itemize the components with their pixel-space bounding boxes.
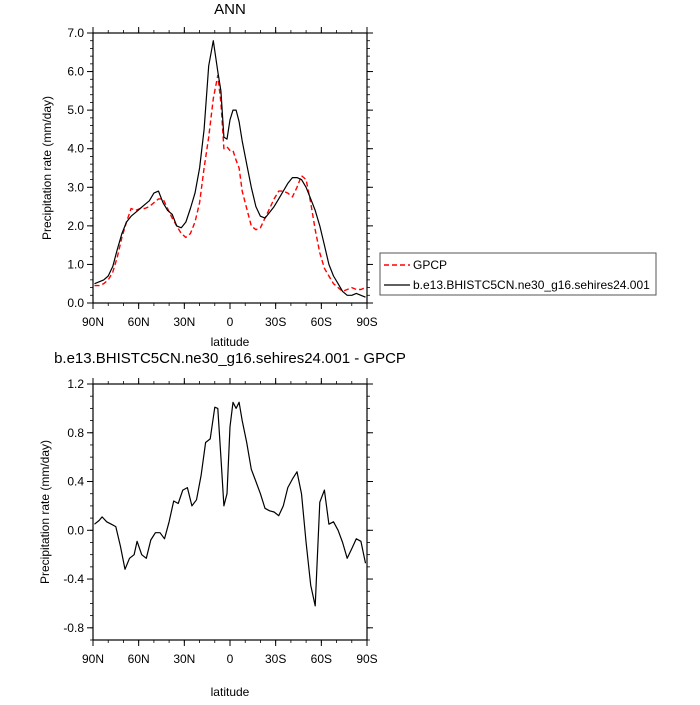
x-tick-label: 90N	[82, 652, 104, 666]
y-axis-label: Precipitation rate (mm/day)	[38, 440, 52, 584]
series-line-gpcp	[94, 74, 366, 293]
y-axis-label: Precipitation rate (mm/day)	[40, 96, 54, 240]
axes: 90N 60N 30N 0 30S 60S 90S 0.0 1.0 2.0 3.0 4.0 5.0 6.0…	[67, 26, 377, 329]
x-tick-label: 30S	[265, 315, 286, 329]
y-tick-label: 3.0	[67, 180, 84, 194]
series-layer	[94, 401, 367, 607]
panel-difference: b.e13.BHISTC5CN.ne30_g16.sehires24.001 -…	[38, 350, 406, 699]
legend-label-gpcp: GPCP	[413, 258, 447, 272]
x-axis-label: latitude	[211, 335, 250, 349]
y-tick-label: 1.0	[67, 257, 84, 271]
axes: 90N 60N 30N 0 30S 60S 90S 1.2 0.8 0.4 0.0 -0.4 -0.8	[63, 377, 377, 666]
x-tick-label: 90S	[356, 315, 377, 329]
y-tick-label: -0.4	[63, 572, 84, 586]
y-tick-label: 5.0	[67, 103, 84, 117]
legend-label-model: b.e13.BHISTC5CN.ne30_g16.sehires24.001	[413, 278, 650, 292]
x-tick-label: 30N	[173, 315, 195, 329]
panel-annual-mean: ANN 90N 60N 30N 0 30S 60S 90S 0.0 1.0 2.0 3.0 4.0 5.…	[40, 1, 378, 349]
y-tick-label: 7.0	[67, 26, 84, 40]
y-tick-label: 4.0	[67, 142, 84, 156]
x-axis-label: latitude	[211, 685, 250, 699]
x-tick-label: 60N	[128, 315, 150, 329]
x-tick-label: 0	[227, 315, 234, 329]
chart-title: ANN	[214, 1, 246, 18]
x-tick-label: 30N	[173, 652, 195, 666]
y-tick-label: 0.8	[67, 426, 84, 440]
y-tick-label: 0.4	[67, 475, 84, 489]
x-tick-label: 60S	[311, 315, 332, 329]
chart-title: b.e13.BHISTC5CN.ne30_g16.sehires24.001 -…	[54, 350, 406, 367]
x-tick-label: 60S	[311, 652, 332, 666]
y-tick-label: 0.0	[67, 523, 84, 537]
x-tick-label: 90N	[82, 315, 104, 329]
series-layer	[94, 40, 366, 298]
y-tick-label: 0.0	[67, 296, 84, 310]
y-tick-label: 2.0	[67, 219, 84, 233]
y-tick-label: 6.0	[67, 65, 84, 79]
series-line-difference	[94, 401, 367, 607]
x-tick-label: 60N	[128, 652, 150, 666]
x-tick-label: 30S	[265, 652, 286, 666]
plot-frame	[92, 32, 368, 304]
y-tick-label: -0.8	[63, 621, 84, 635]
series-line-model	[94, 40, 366, 298]
legend-box	[379, 252, 657, 296]
legend: GPCP b.e13.BHISTC5CN.ne30_g16.sehires24.…	[379, 252, 657, 296]
x-tick-label: 0	[227, 652, 234, 666]
x-tick-label: 90S	[356, 652, 377, 666]
y-tick-label: 1.2	[67, 377, 84, 391]
